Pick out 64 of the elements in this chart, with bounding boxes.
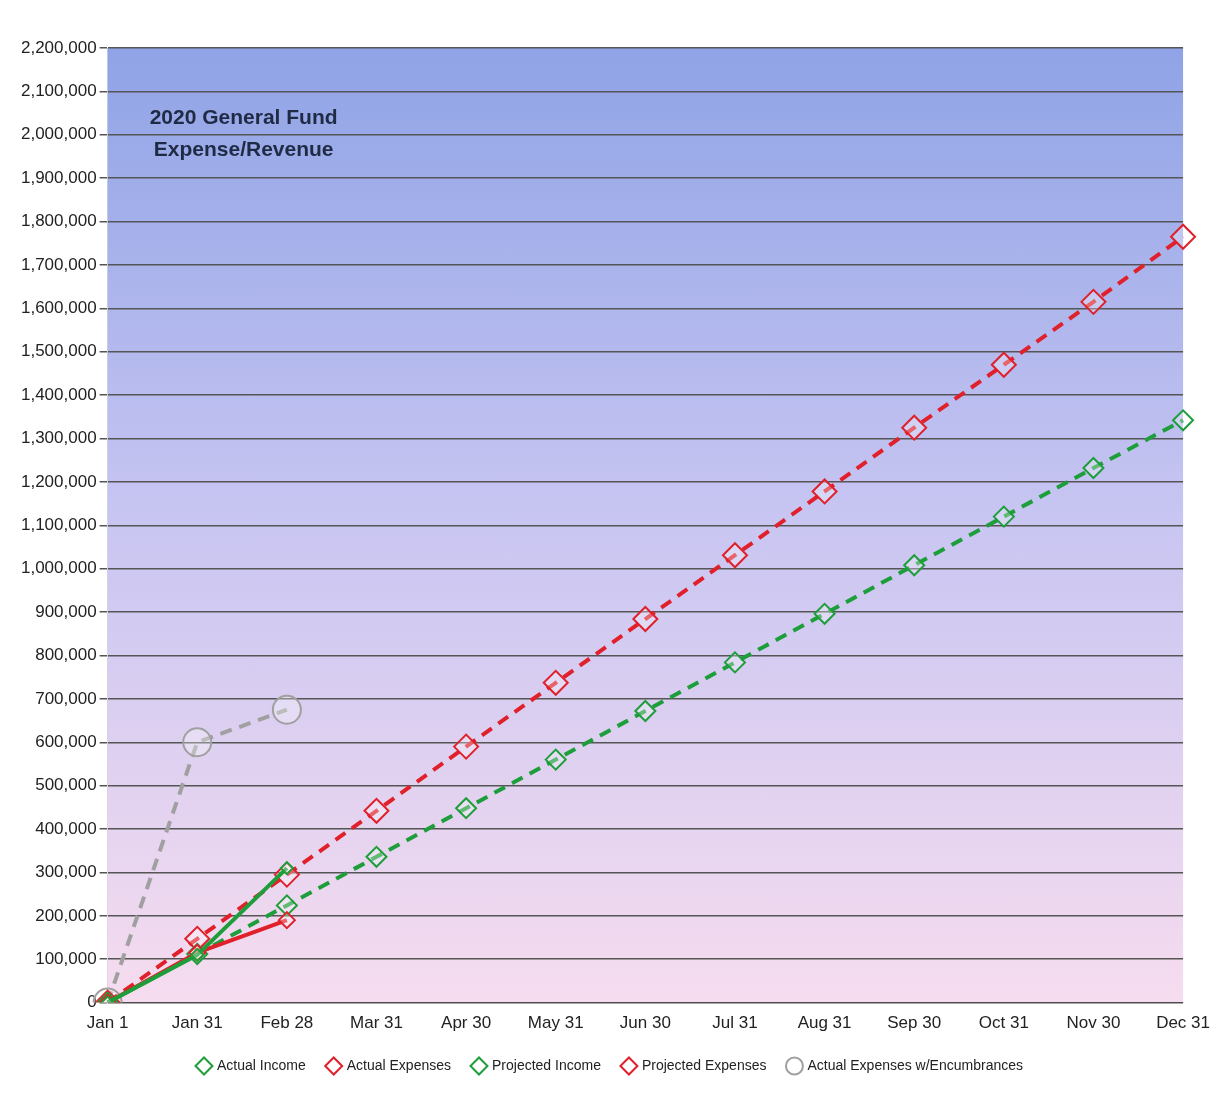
y-tick-label: 700,000 xyxy=(35,688,97,708)
y-tick-label: 200,000 xyxy=(35,905,97,925)
legend-label: Projected Income xyxy=(491,1056,602,1073)
point xyxy=(542,669,569,696)
y-tick-label: 1,000,000 xyxy=(20,558,97,578)
x-tick-label: Feb 28 xyxy=(260,1013,314,1033)
point xyxy=(634,700,657,723)
x-tick-label: Nov 30 xyxy=(1066,1013,1121,1033)
point xyxy=(1172,409,1195,432)
y-tick-label: 1,500,000 xyxy=(20,341,97,361)
y-tick-label: 900,000 xyxy=(35,601,97,621)
point xyxy=(811,478,838,505)
x-tick-label: Jul 31 xyxy=(712,1013,758,1033)
y-tick-label: 1,800,000 xyxy=(20,211,97,231)
x-tick-label: Sep 30 xyxy=(887,1013,942,1033)
point xyxy=(182,727,213,758)
point xyxy=(632,606,659,633)
y-tick-label: 1,700,000 xyxy=(20,254,97,274)
y-tick-label: 1,200,000 xyxy=(20,471,97,491)
legend-label: Actual Expenses w/Encumbrances xyxy=(807,1056,1024,1073)
point xyxy=(544,748,567,771)
y-tick-label: 600,000 xyxy=(35,731,97,751)
x-tick-label: Jan 1 xyxy=(86,1013,129,1033)
point xyxy=(723,651,746,674)
y-tick-label: 1,100,000 xyxy=(20,514,97,534)
point xyxy=(721,542,748,569)
legend-label: Actual Expenses xyxy=(346,1056,451,1073)
x-tick-label: Aug 31 xyxy=(797,1013,852,1033)
point xyxy=(271,694,302,725)
legend-label: Actual Income xyxy=(217,1056,306,1073)
point xyxy=(453,733,480,760)
y-tick-label: 1,300,000 xyxy=(20,428,97,448)
x-tick-label: May 31 xyxy=(527,1013,584,1033)
x-tick-label: Oct 31 xyxy=(978,1013,1029,1033)
y-tick-label: 400,000 xyxy=(35,818,97,838)
text: 2020 General Fund Expense/Revenue xyxy=(149,104,338,160)
y-tick-label: 1,900,000 xyxy=(20,167,97,187)
y-tick-label: 300,000 xyxy=(35,862,97,882)
y-tick-label: 1,400,000 xyxy=(20,384,97,404)
point xyxy=(901,414,928,441)
point xyxy=(1170,223,1197,250)
y-tick-label: 100,000 xyxy=(35,948,97,968)
point xyxy=(1080,288,1107,315)
point xyxy=(277,911,296,930)
point xyxy=(903,554,926,577)
point xyxy=(1082,457,1105,480)
y-tick-label: 800,000 xyxy=(35,645,97,665)
point xyxy=(990,351,1017,378)
legend-label: Projected Expenses xyxy=(641,1056,767,1073)
point xyxy=(813,602,836,625)
x-tick-label: Jan 31 xyxy=(171,1013,223,1033)
y-tick-label: 500,000 xyxy=(35,775,97,795)
x-tick-label: Mar 31 xyxy=(350,1013,403,1033)
y-tick-label: 2,200,000 xyxy=(20,37,97,57)
x-tick-label: Apr 30 xyxy=(441,1013,492,1033)
point xyxy=(365,845,388,868)
x-tick-label: Jun 30 xyxy=(619,1013,671,1033)
y-tick-label: 2,000,000 xyxy=(20,124,97,144)
y-tick-label: 2,100,000 xyxy=(20,81,97,101)
point xyxy=(992,505,1015,528)
x-tick-label: Dec 31 xyxy=(1156,1013,1211,1033)
point xyxy=(363,797,390,824)
y-tick-label: 1,600,000 xyxy=(20,298,97,318)
point xyxy=(455,797,478,820)
